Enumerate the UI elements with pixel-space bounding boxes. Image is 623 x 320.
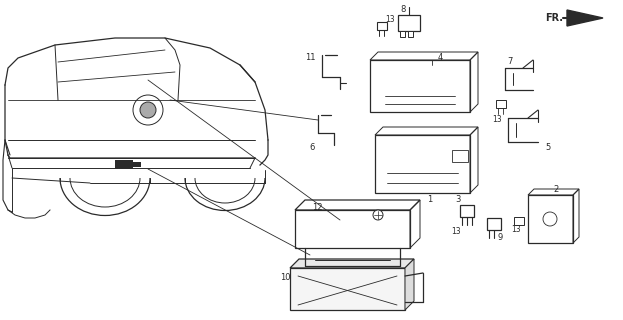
- Bar: [408, 31, 413, 37]
- Text: 11: 11: [305, 52, 315, 61]
- Polygon shape: [405, 259, 414, 310]
- Bar: [514, 217, 524, 225]
- Bar: [460, 205, 474, 217]
- Text: 5: 5: [545, 143, 551, 153]
- Text: 7: 7: [507, 58, 513, 67]
- Circle shape: [543, 212, 557, 226]
- Circle shape: [133, 95, 163, 125]
- Bar: [375, 135, 470, 193]
- Text: 12: 12: [312, 203, 322, 212]
- Bar: [295, 210, 410, 248]
- Text: 9: 9: [497, 233, 503, 242]
- Bar: [290, 268, 405, 310]
- Text: FR.: FR.: [545, 13, 563, 23]
- Text: 13: 13: [511, 226, 521, 235]
- Circle shape: [140, 102, 156, 118]
- Bar: [370, 60, 470, 112]
- Text: 13: 13: [492, 116, 502, 124]
- Bar: [133, 162, 141, 167]
- Polygon shape: [290, 259, 414, 268]
- Bar: [487, 218, 501, 230]
- Bar: [528, 195, 573, 243]
- Bar: [452, 150, 468, 162]
- Text: 1: 1: [427, 196, 432, 204]
- Polygon shape: [567, 10, 603, 26]
- Circle shape: [373, 210, 383, 220]
- Text: 8: 8: [401, 4, 406, 13]
- Bar: [400, 31, 405, 37]
- Text: 4: 4: [437, 52, 442, 61]
- Text: 10: 10: [280, 274, 290, 283]
- Bar: [377, 22, 387, 30]
- Text: 6: 6: [309, 143, 315, 153]
- Text: 3: 3: [455, 196, 460, 204]
- Bar: [115, 160, 133, 169]
- Text: 2: 2: [553, 186, 559, 195]
- Text: 13: 13: [385, 15, 395, 25]
- Bar: [496, 100, 506, 108]
- Bar: [398, 15, 420, 31]
- Text: 13: 13: [451, 228, 461, 236]
